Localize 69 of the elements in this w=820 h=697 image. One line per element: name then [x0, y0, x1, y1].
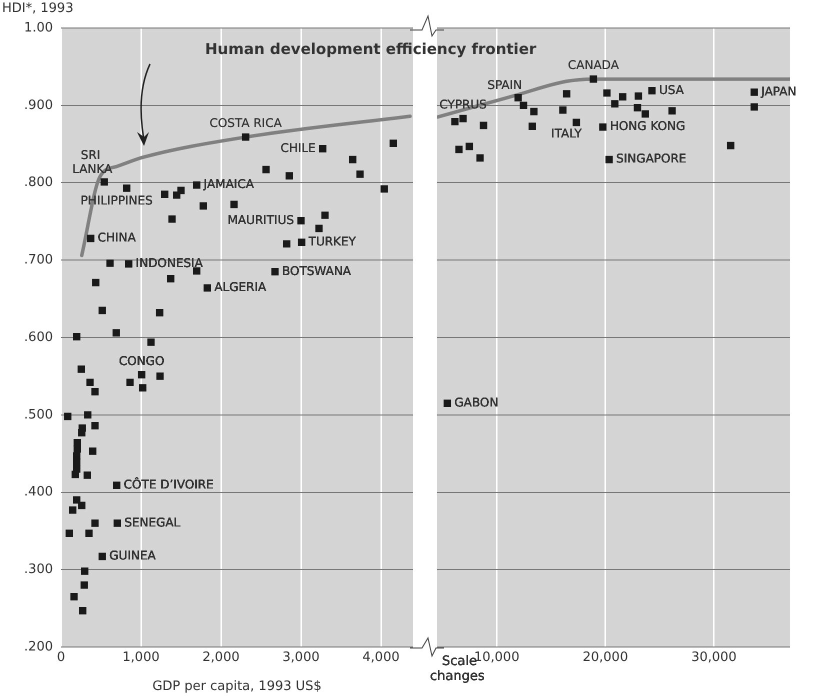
point [648, 86, 656, 94]
point [520, 102, 528, 110]
annotation: GABON [454, 395, 498, 410]
y-tick-label: .800 [24, 175, 53, 190]
x-tick-label: 1,000 [122, 650, 160, 666]
point [466, 142, 474, 150]
annotation: MAURITIUS [228, 212, 294, 227]
x-axis-title: GDP per capita, 1993 US$ [152, 678, 322, 694]
y-tick-label: .300 [24, 562, 53, 577]
annotation: JAPAN [760, 84, 796, 98]
point [642, 110, 649, 118]
annotation: PHILIPPINES [80, 193, 153, 208]
point [451, 118, 459, 126]
point [618, 93, 626, 101]
point [562, 90, 570, 98]
x-tick-label: 4,000 [362, 650, 400, 666]
y-tick-label: .400 [24, 484, 53, 500]
x-tick-label: 2,000 [202, 650, 240, 666]
point [559, 106, 567, 114]
annotation: ALGERIA [214, 280, 267, 294]
point [750, 88, 758, 96]
annotation: TURKEY [308, 234, 357, 248]
point [455, 146, 463, 154]
x-tick-label: 3,000 [282, 650, 320, 666]
annotation: SENEGAL [124, 515, 181, 530]
y-tick-label: 1.00 [24, 20, 53, 36]
point [528, 122, 536, 130]
annotation: CONGO [118, 354, 164, 368]
point [480, 122, 488, 130]
x-tick-label: 0 [56, 650, 66, 666]
point [444, 400, 452, 407]
annotation: GUINEA [109, 548, 156, 563]
point [603, 89, 611, 97]
annotation: SINGAPORE [616, 152, 686, 166]
y-axis-title: HDI*, 1993 [2, 0, 74, 16]
annotation: ITALY [551, 126, 582, 141]
y-tick-label: .500 [24, 407, 53, 422]
y-tick-label: .600 [24, 330, 53, 345]
annotation: INDONESIA [136, 256, 204, 270]
annotation: COSTA RICA [209, 116, 283, 130]
annotation: CANADA [568, 58, 620, 72]
text: Human development efficiency frontier [205, 40, 536, 58]
point [599, 123, 607, 131]
point [514, 94, 522, 102]
point [605, 156, 613, 164]
point [634, 92, 642, 100]
point [726, 142, 734, 150]
x-tick-label: 30,000 [691, 650, 737, 666]
point [634, 104, 642, 112]
annotation: BOTSWANA [282, 264, 352, 278]
point [750, 103, 758, 111]
annotation: SRI LANKA [72, 148, 114, 176]
annotation: USA [658, 82, 685, 97]
point [476, 154, 484, 162]
annotation: SPAIN [487, 78, 522, 92]
point [668, 107, 676, 114]
y-tick-label: .200 [24, 639, 53, 654]
point [530, 108, 538, 116]
point [590, 75, 598, 83]
point [459, 114, 467, 122]
x-tick-label: 20,000 [582, 650, 628, 666]
annotation: CHILE [280, 140, 316, 155]
y-tick-label: .700 [24, 252, 53, 268]
point [572, 118, 580, 126]
annotation: CÔTE D’IVOIRE [124, 476, 214, 492]
y-tick-label: .900 [24, 98, 53, 113]
annotation: CHINA [98, 230, 137, 245]
annotation: HONG KONG [610, 119, 686, 134]
point [611, 100, 618, 108]
